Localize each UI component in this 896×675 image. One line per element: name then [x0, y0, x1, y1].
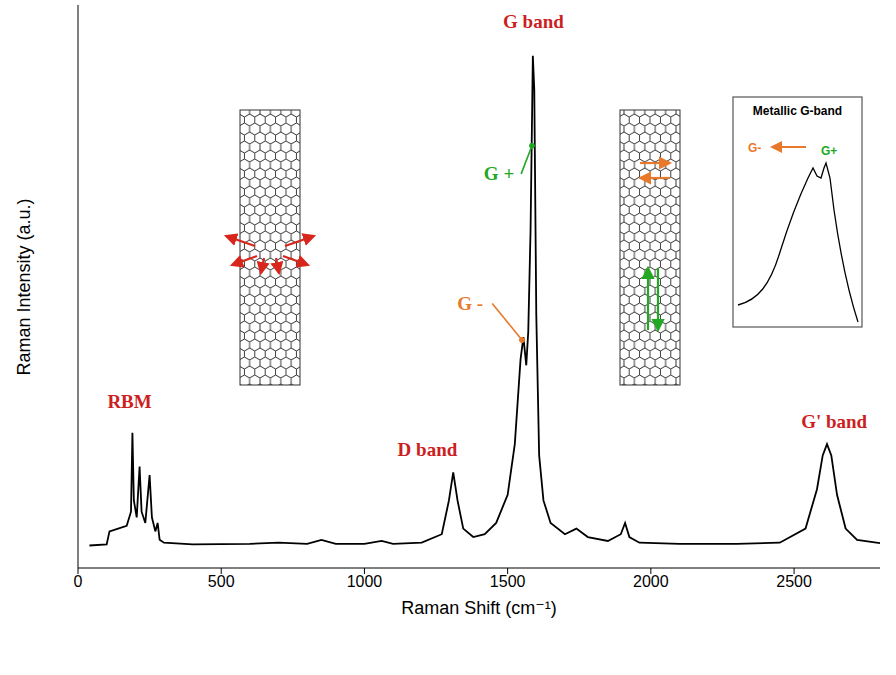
- svg-text:G-: G-: [748, 141, 761, 155]
- svg-text:G +: G +: [484, 163, 514, 184]
- svg-text:D band: D band: [398, 439, 458, 460]
- svg-text:Metallic G-band: Metallic G-band: [753, 104, 842, 118]
- svg-text:G -: G -: [457, 293, 483, 314]
- svg-text:G+: G+: [821, 144, 837, 158]
- svg-text:1000: 1000: [347, 573, 383, 590]
- svg-text:G band: G band: [503, 11, 564, 32]
- svg-text:1500: 1500: [490, 573, 526, 590]
- svg-text:RBM: RBM: [107, 391, 151, 412]
- svg-text:Raman Intensity (a.u.): Raman Intensity (a.u.): [14, 198, 34, 375]
- svg-text:2000: 2000: [633, 573, 669, 590]
- svg-text:0: 0: [74, 573, 83, 590]
- svg-text:G' band: G' band: [801, 411, 867, 432]
- svg-text:2500: 2500: [776, 573, 812, 590]
- svg-text:500: 500: [208, 573, 235, 590]
- svg-text:Raman Shift (cm⁻¹): Raman Shift (cm⁻¹): [401, 598, 557, 618]
